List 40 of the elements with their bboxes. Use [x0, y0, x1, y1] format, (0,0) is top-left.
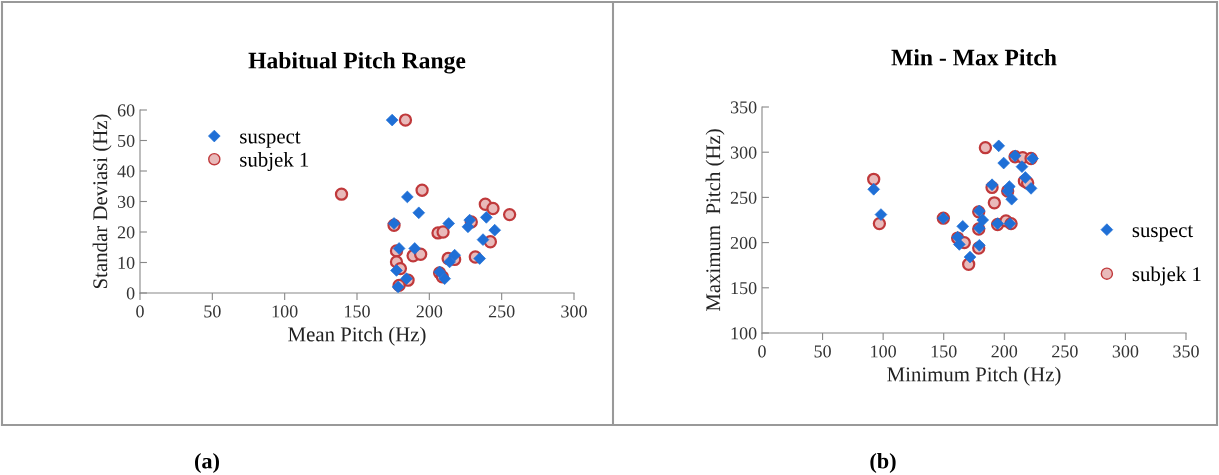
x-tick-label: 150: [345, 305, 370, 318]
y-tick-label: 0: [126, 287, 135, 300]
x-axis-title: Mean Pitch (Hz): [288, 326, 426, 346]
y-tick-label: 10: [118, 256, 135, 269]
y-tick-label: 60: [117, 104, 135, 117]
chart-title: Habitual Pitch Range: [248, 51, 466, 74]
y-axis-title: Standar Deviasi (Hz): [92, 114, 112, 289]
legend-label: suspect: [240, 131, 301, 148]
y-tick-label: 30: [117, 195, 135, 208]
x-tick-label: 0: [136, 305, 144, 318]
y-tick-label: 250: [730, 191, 757, 204]
y-axis-title: Maximum Pitch (Hz): [705, 129, 725, 312]
x-tick-label: 300: [1112, 345, 1139, 358]
x-tick-label: 0: [758, 345, 766, 358]
x-tick-label: 150: [931, 345, 957, 358]
text: (a): [195, 452, 219, 474]
y-tick-label: 50: [118, 134, 135, 147]
x-tick-label: 250: [488, 305, 515, 318]
legend-label: suspect: [1132, 225, 1194, 242]
x-tick-label: 300: [561, 305, 587, 318]
x-tick-label: 250: [1052, 345, 1078, 358]
y-tick-label: 20: [117, 226, 135, 239]
chart-title: Min - Max Pitch: [891, 48, 1057, 66]
x-tick-label: 50: [204, 305, 221, 318]
x-tick-label: 100: [272, 305, 298, 318]
x-tick-label: 200: [416, 305, 443, 318]
y-tick-label: 100: [731, 327, 757, 340]
y-tick-label: 350: [730, 101, 757, 114]
y-tick-label: 200: [730, 236, 757, 250]
x-tick-label: 350: [1173, 345, 1199, 358]
x-tick-label: 100: [871, 345, 896, 358]
legend-label: subjek 1: [1132, 266, 1201, 286]
x-tick-label: 200: [991, 345, 1018, 358]
legend-label: subjek 1: [240, 152, 309, 171]
x-tick-label: 50: [814, 345, 831, 358]
y-tick-label: 150: [731, 282, 757, 295]
x-axis-title: Minimum Pitch (Hz): [887, 366, 1061, 386]
y-tick-label: 300: [730, 146, 757, 159]
text: (b): [870, 452, 896, 474]
y-tick-label: 40: [117, 165, 135, 178]
